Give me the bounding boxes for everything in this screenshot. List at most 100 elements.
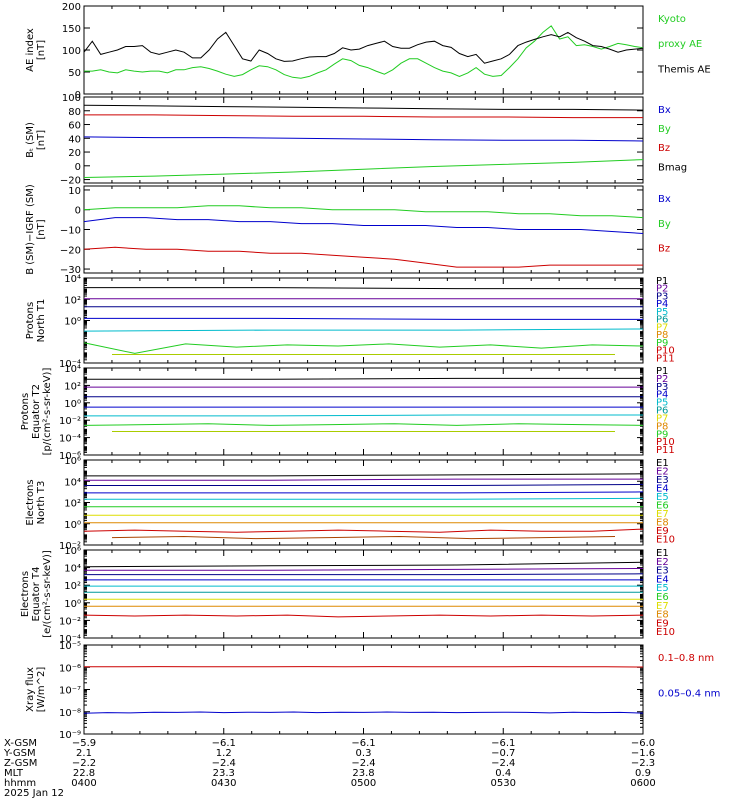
series-line-Themis-AE bbox=[83, 31, 644, 64]
y-tick-label: 10⁻⁸ bbox=[59, 708, 81, 719]
panel-4: 10⁻⁴ 10⁰ 10² 10⁴ Protons North T1 P1P2P3P4P5P6… bbox=[25, 274, 675, 370]
y-tick-label: 10⁻² bbox=[59, 616, 81, 627]
y-tick-label: 10⁶ bbox=[64, 546, 81, 557]
row-value: 1.2 bbox=[216, 748, 232, 759]
y-axis-label: [p/(cm²-s-sr-keV)] bbox=[42, 368, 53, 456]
y-tick-label: −10 bbox=[60, 226, 81, 237]
series-line-E1 bbox=[83, 561, 644, 568]
y-tick-label: 40 bbox=[68, 134, 81, 145]
channel-label: E4 bbox=[656, 574, 669, 585]
row-value: −2.4 bbox=[212, 758, 236, 769]
y-axis-label: Equator T4 bbox=[31, 567, 42, 622]
y-tick-label: 10² bbox=[64, 499, 81, 510]
channel-label: P5 bbox=[656, 307, 668, 318]
series-line-P6 bbox=[83, 423, 644, 426]
channel-label: E7 bbox=[656, 601, 669, 612]
y-tick-label: 10⁰ bbox=[64, 399, 81, 410]
legend-entry: By bbox=[658, 219, 671, 230]
row-label: Z-GSM bbox=[4, 758, 37, 769]
legend-entry: Kyoto bbox=[658, 14, 686, 25]
y-tick-label: 10⁻² bbox=[59, 416, 81, 427]
channel-label: E10 bbox=[656, 535, 675, 546]
y-axis-label: [e/(cm²-s-sr-keV)] bbox=[42, 550, 53, 638]
y-tick-label: 10⁶ bbox=[64, 456, 81, 467]
panel-frame bbox=[83, 5, 644, 95]
series-line-E3 bbox=[84, 573, 644, 576]
panel-3: 10 0 −10 −20 −30 B (SM)−IGRF (SM) [nT] Bx By Bz bbox=[25, 184, 671, 276]
y-tick-label: 20 bbox=[68, 148, 81, 159]
y-axis-label: North T3 bbox=[36, 481, 47, 525]
panel-frame bbox=[83, 644, 644, 735]
series-line-Bz bbox=[83, 246, 643, 268]
channel-label: P3 bbox=[656, 382, 668, 393]
y-tick-label: 80 bbox=[68, 107, 81, 118]
y-axis-label: Protons bbox=[25, 302, 36, 339]
channel-label: E2 bbox=[656, 557, 669, 568]
y-axis-label: B (SM)−IGRF (SM) bbox=[25, 184, 36, 275]
y-tick-label: −20 bbox=[60, 245, 81, 256]
channel-label: E9 bbox=[656, 618, 669, 629]
series-line-P6 bbox=[83, 342, 644, 354]
legend-entry: Bmag bbox=[658, 162, 687, 173]
series-line-E3 bbox=[84, 483, 644, 486]
series-line-E9 bbox=[83, 528, 644, 533]
y-tick-label: 10⁻⁷ bbox=[59, 686, 81, 697]
channel-label: E1 bbox=[656, 548, 669, 559]
y-tick-label: 60 bbox=[68, 121, 81, 132]
panel-1: 0 50 100 150 200 AE index [nT] Kyoto proxy AE The… bbox=[25, 2, 711, 101]
y-tick-label: 10⁴ bbox=[64, 364, 81, 375]
y-tick-label: 10⁻⁴ bbox=[59, 434, 81, 445]
y-axis-label: AE index bbox=[25, 28, 36, 72]
y-tick-label: 0 bbox=[75, 206, 81, 217]
row-value: 0.4 bbox=[495, 768, 511, 779]
y-tick-label: −20 bbox=[60, 176, 81, 187]
channel-label: E9 bbox=[656, 526, 669, 537]
y-tick-label: 10² bbox=[64, 381, 81, 392]
panel-8: 10⁻⁹ 10⁻⁸ 10⁻⁷ 10⁻⁶ 10⁻⁵ Xray flux [W/m^2] 0.1–… bbox=[25, 641, 720, 741]
y-tick-label: 10⁻⁹ bbox=[59, 730, 81, 741]
series-line-E5 bbox=[84, 497, 644, 500]
channel-label: E7 bbox=[656, 509, 669, 520]
series-line-Bmag bbox=[83, 104, 644, 111]
row-label: X-GSM bbox=[4, 738, 37, 749]
series-line-E9 bbox=[83, 614, 644, 618]
y-tick-label: 10⁰ bbox=[64, 599, 81, 610]
channel-label: P11 bbox=[656, 445, 675, 456]
row-value: −2.4 bbox=[491, 758, 515, 769]
y-axis-label: [nT] bbox=[36, 40, 47, 60]
channel-label: E4 bbox=[656, 484, 669, 495]
y-axis-label: [nT] bbox=[36, 130, 47, 150]
row-value: 0500 bbox=[351, 778, 376, 789]
legend-entry: Themis AE bbox=[657, 64, 711, 75]
y-tick-label: 10² bbox=[64, 581, 81, 592]
orbit-time-table: X-GSM −5.9 −6.1 −6.1 −6.1 −6.0Y-GSM 2.1 1.2 0.3−… bbox=[3, 738, 656, 799]
y-tick-label: 150 bbox=[62, 24, 81, 35]
legend-entry: By bbox=[658, 124, 671, 135]
y-tick-label: 10⁴ bbox=[64, 477, 81, 488]
channel-label: E6 bbox=[656, 592, 669, 603]
series-line-Bx bbox=[83, 136, 644, 142]
series-line-E1 bbox=[84, 473, 644, 477]
legend-entry: Bz bbox=[658, 244, 670, 255]
y-tick-label: 100 bbox=[62, 93, 81, 104]
row-value: 0400 bbox=[71, 778, 96, 789]
row-value: 0.3 bbox=[356, 748, 372, 759]
y-tick-label: 10⁻⁴ bbox=[59, 359, 81, 370]
y-axis-label: North T1 bbox=[36, 299, 47, 343]
row-label: MLT bbox=[4, 768, 24, 779]
series-line-E4 bbox=[84, 491, 644, 494]
row-value: −2.2 bbox=[72, 758, 96, 769]
y-tick-label: 100 bbox=[62, 46, 81, 57]
series-line-Bx bbox=[83, 217, 644, 234]
y-axis-label: Electrons bbox=[20, 571, 31, 617]
channel-label: P1 bbox=[656, 366, 668, 377]
row-value: 0.9 bbox=[635, 768, 651, 779]
row-value: −1.6 bbox=[631, 748, 655, 759]
channel-label: E5 bbox=[656, 583, 669, 594]
channel-label: E3 bbox=[656, 475, 669, 486]
y-tick-label: 10⁴ bbox=[64, 274, 81, 285]
y-tick-label: 10⁻⁵ bbox=[59, 641, 81, 652]
channel-label: P5 bbox=[656, 398, 668, 409]
